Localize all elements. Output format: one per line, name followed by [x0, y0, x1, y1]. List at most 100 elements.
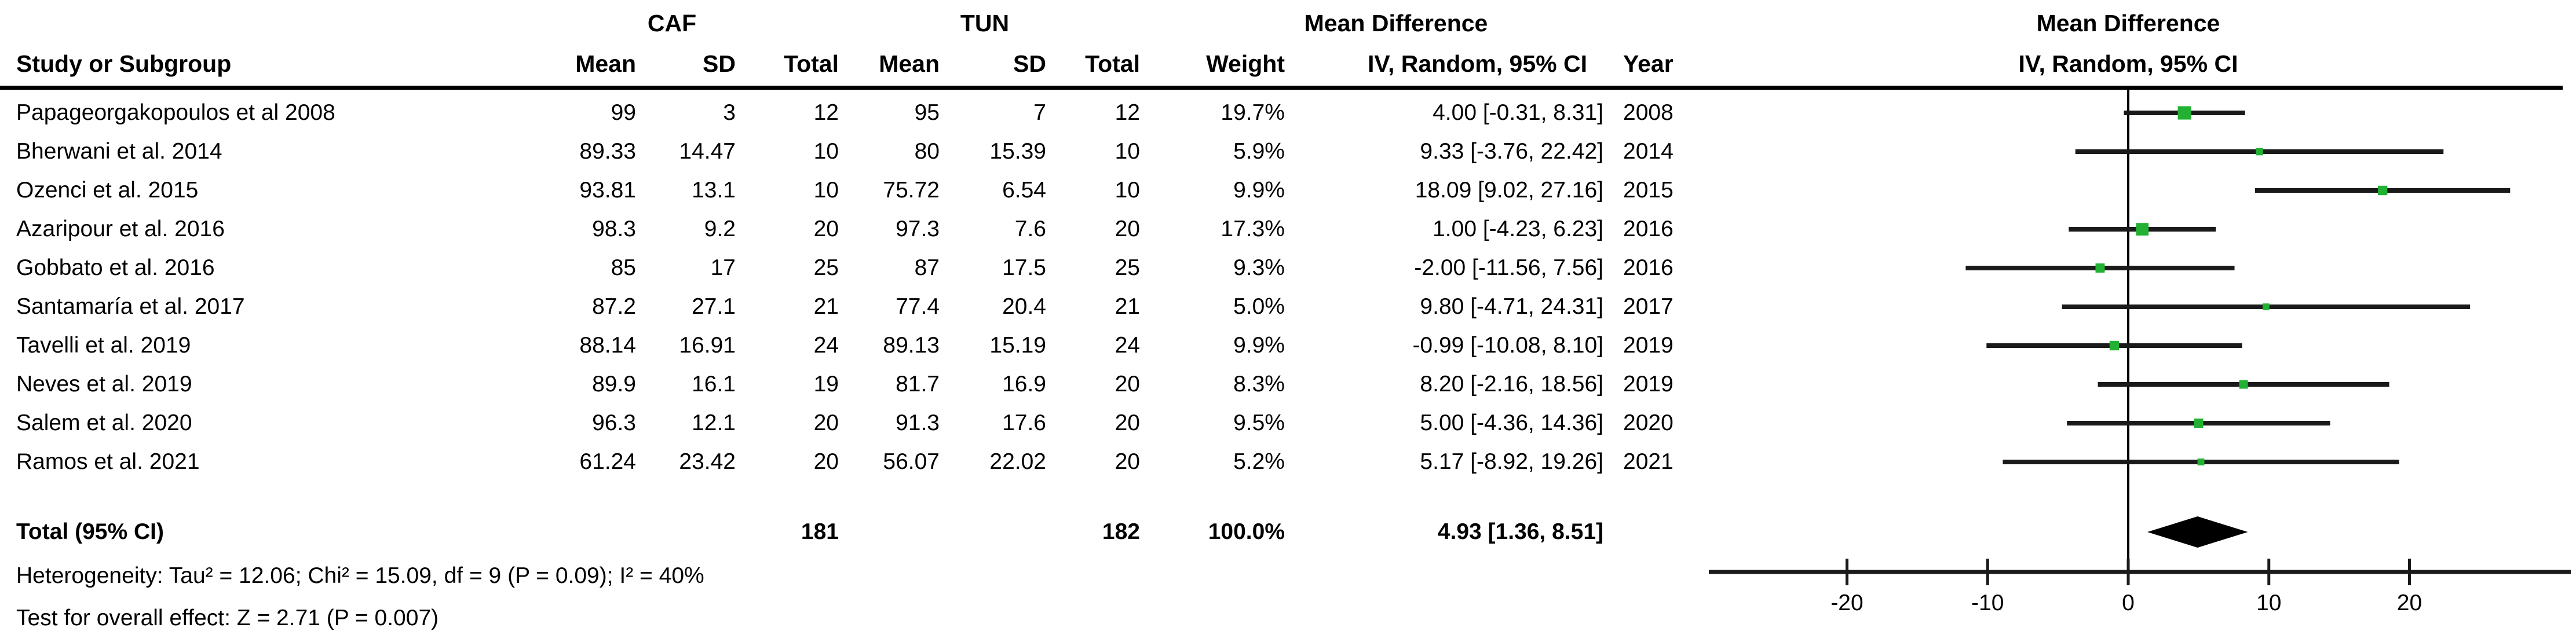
table-cell-caf_mean: 61.24 [579, 449, 636, 474]
year-header: Year [1623, 50, 1674, 77]
table-cell-year: 2014 [1623, 139, 1674, 164]
effect-marker [2197, 458, 2205, 465]
table-cell-year: 2019 [1623, 333, 1674, 358]
axis-tick-label: -20 [1830, 590, 1863, 615]
table-cell-tun_sd: 17.6 [1002, 410, 1046, 435]
table-cell-name: Neves et al. 2019 [16, 372, 192, 397]
table-cell-tun_mean: 75.72 [883, 178, 940, 203]
effect-marker [2109, 340, 2120, 351]
table-cell-caf_total: 20 [813, 449, 839, 474]
table-cell-year: 2015 [1623, 178, 1674, 203]
table-cell-caf_mean: 88.14 [579, 333, 636, 358]
effect-marker [2377, 185, 2388, 196]
table-cell-caf_total: 25 [813, 255, 839, 280]
table-cell-caf_sd: 14.47 [679, 139, 736, 164]
table-cell-tun_total: 10 [1115, 178, 1140, 203]
caf-mean-header: Mean [575, 50, 636, 77]
table-cell-tun_total: 25 [1115, 255, 1140, 280]
group2-header: TUN [960, 10, 1010, 36]
table-cell-caf_total: 19 [813, 372, 839, 397]
weight-header: Weight [1206, 50, 1285, 77]
table-cell-tun_sd: 7 [1033, 100, 1046, 125]
plot-subtitle: IV, Random, 95% CI [2018, 50, 2238, 77]
table-cell-weight: 8.3% [1233, 372, 1285, 397]
table-cell-caf_total: 24 [813, 333, 839, 358]
table-cell-year: 2021 [1623, 449, 1674, 474]
effect-column-header: Mean Difference [1304, 10, 1488, 36]
table-cell-tun_sd: 6.54 [1002, 178, 1046, 203]
table-cell-ci: 18.09 [9.02, 27.16] [1415, 178, 1603, 203]
tun-total-header: Total [1085, 50, 1140, 77]
overall-effect-text: Test for overall effect: Z = 2.71 (P = 0… [16, 606, 439, 630]
table-cell-ci: 4.00 [-0.31, 8.31] [1433, 100, 1603, 125]
axis-tick-label: 20 [2397, 590, 2422, 615]
tun-mean-header: Mean [879, 50, 940, 77]
table-cell-caf_total: 10 [813, 139, 839, 164]
table-cell-tun_mean: 95 [914, 100, 940, 125]
table-cell-year: 2020 [1623, 410, 1674, 435]
table-cell-caf_mean: 96.3 [592, 410, 636, 435]
table-cell-weight: 5.2% [1233, 449, 1285, 474]
table-cell-tun_mean: 97.3 [896, 217, 940, 241]
table-cell-name: Ozenci et al. 2015 [16, 178, 199, 203]
table-cell-caf_mean: 89.9 [592, 372, 636, 397]
table-cell-weight: 9.9% [1233, 178, 1285, 203]
table-cell-name: Azaripour et al. 2016 [16, 217, 225, 241]
table-cell-weight: 19.7% [1221, 100, 1285, 125]
table-cell-caf_mean: 99 [611, 100, 636, 125]
table-cell-tun_total: 24 [1115, 333, 1140, 358]
total-diamond [2147, 516, 2248, 548]
table-cell-caf_sd: 23.42 [679, 449, 736, 474]
effect-marker [2194, 418, 2204, 428]
table-cell-caf_total: 10 [813, 178, 839, 203]
table-cell-tun_mean: 81.7 [896, 372, 940, 397]
axis-tick-label: 10 [2256, 590, 2281, 615]
table-cell-caf_sd: 27.1 [692, 294, 736, 319]
table-cell-tun_mean: 89.13 [883, 333, 940, 358]
table-cell-name: Gobbato et al. 2016 [16, 255, 215, 280]
tun-sd-header: SD [1013, 50, 1046, 77]
caf-sd-header: SD [703, 50, 736, 77]
table-cell-caf_total: 20 [813, 217, 839, 241]
table-cell-tun_total: 10 [1115, 139, 1140, 164]
table-cell-tun_sd: 17.5 [1002, 255, 1046, 280]
table-cell-caf_mean: 93.81 [579, 178, 636, 203]
table-cell-tun_mean: 87 [914, 255, 940, 280]
table-cell-year: 2019 [1623, 372, 1674, 397]
table-cell-tun_sd: 16.9 [1002, 372, 1046, 397]
axis-tick-label: 0 [2122, 590, 2135, 615]
effect-marker [2256, 148, 2263, 156]
table-cell-ci: 8.20 [-2.16, 18.56] [1420, 372, 1603, 397]
table-cell-caf_total: 12 [813, 100, 839, 125]
group1-header: CAF [647, 10, 697, 36]
table-cell-tun_total: 20 [1115, 449, 1140, 474]
effect-marker [2177, 106, 2191, 120]
heterogeneity-text: Heterogeneity: Tau² = 12.06; Chi² = 15.0… [16, 563, 704, 588]
table-cell-tun_sd: 15.39 [989, 139, 1046, 164]
header-rule [0, 86, 2563, 90]
effect-marker [2239, 380, 2248, 389]
table-cell-ci: -0.99 [-10.08, 8.10] [1412, 333, 1603, 358]
total-label: Total (95% CI) [16, 519, 164, 544]
table-cell-caf_sd: 16.91 [679, 333, 736, 358]
table-cell-caf_sd: 9.2 [704, 217, 736, 241]
table-cell-year: 2016 [1623, 217, 1674, 241]
total-ci: 4.93 [1.36, 8.51] [1437, 519, 1603, 544]
table-cell-tun_mean: 80 [914, 139, 940, 164]
table-cell-tun_sd: 20.4 [1002, 294, 1046, 319]
table-cell-tun_sd: 15.19 [989, 333, 1046, 358]
table-cell-tun_total: 20 [1115, 217, 1140, 241]
table-cell-name: Papageorgakopoulos et al 2008 [16, 100, 335, 125]
table-cell-ci: 1.00 [-4.23, 6.23] [1433, 217, 1603, 241]
table-cell-name: Tavelli et al. 2019 [16, 333, 191, 358]
table-cell-weight: 17.3% [1221, 217, 1285, 241]
table-cell-name: Ramos et al. 2021 [16, 449, 200, 474]
table-cell-tun_mean: 91.3 [896, 410, 940, 435]
table-cell-caf_total: 20 [813, 410, 839, 435]
table-cell-name: Bherwani et al. 2014 [16, 139, 222, 164]
axis-tick-label: -10 [1971, 590, 2004, 615]
table-cell-caf_sd: 17 [710, 255, 736, 280]
table-cell-caf_total: 21 [813, 294, 839, 319]
table-cell-caf_sd: 3 [723, 100, 736, 125]
